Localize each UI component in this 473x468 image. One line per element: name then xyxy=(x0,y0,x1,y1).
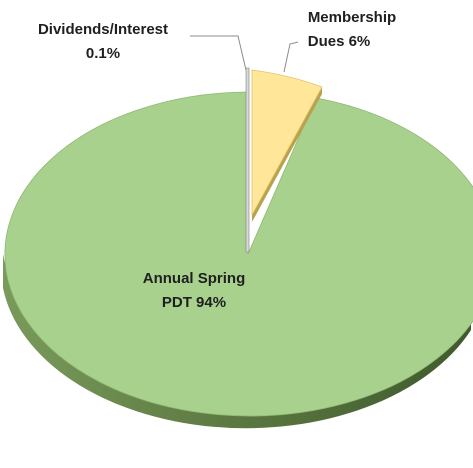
label-membership-line1: Membership xyxy=(308,9,396,26)
label-annual-spring-line1: Annual Spring xyxy=(143,270,246,287)
label-dividends-line1: Dividends/Interest xyxy=(38,21,168,38)
leader-line-membership xyxy=(283,41,299,73)
label-membership-line2: Dues 6% xyxy=(308,33,371,50)
pie-slice-dividends-interest xyxy=(245,67,250,253)
pie-slice-annual-spring xyxy=(4,91,473,417)
pie-slice-membership-dues-side xyxy=(252,87,322,222)
leader-line-dividends xyxy=(190,35,247,71)
label-annual-spring-line2: PDT 94% xyxy=(162,294,226,311)
label-dividends-line2: 0.1% xyxy=(86,45,120,62)
pie-slice-membership-dues xyxy=(251,69,323,216)
